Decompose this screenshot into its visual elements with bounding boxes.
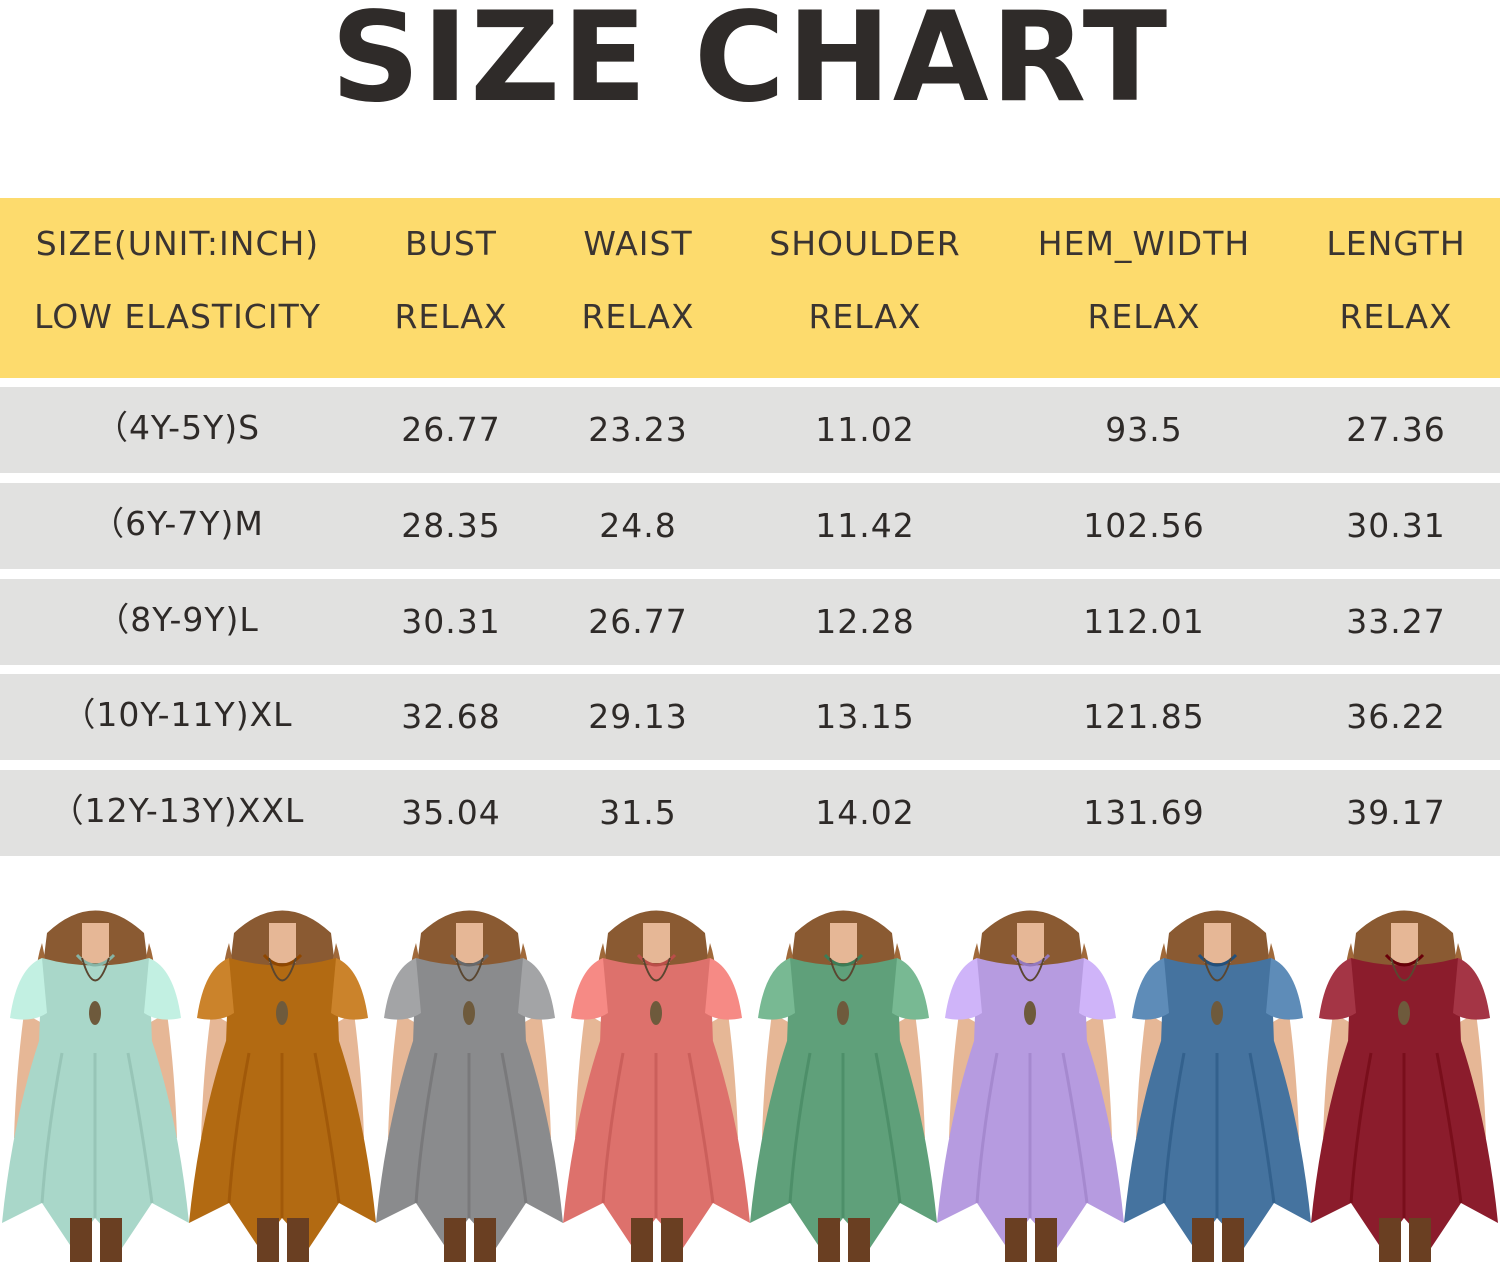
header-shoulder-label: SHOULDER bbox=[769, 224, 961, 263]
length-cell: 33.27 bbox=[1346, 602, 1446, 641]
size-cell: （4Y-5Y)S bbox=[94, 408, 261, 447]
header-hem-width-label: HEM_WIDTH bbox=[1037, 224, 1251, 263]
size-cell: （8Y-9Y)L bbox=[96, 600, 259, 639]
size-cell: （6Y-7Y)M bbox=[91, 504, 264, 543]
dress-image bbox=[2, 903, 189, 1262]
waist-cell: 26.77 bbox=[588, 602, 688, 641]
length-cell: 39.17 bbox=[1346, 793, 1446, 832]
header-waist-label: WAIST bbox=[583, 224, 693, 263]
waist-cell: 24.8 bbox=[599, 506, 677, 545]
header-hem-width-relax: RELAX bbox=[1087, 297, 1201, 336]
shoulder-cell: 11.02 bbox=[815, 410, 915, 449]
header-bust-label: BUST bbox=[405, 224, 497, 263]
waist-cell: 31.5 bbox=[599, 793, 677, 832]
dress-image bbox=[750, 903, 937, 1262]
header-length-label: LENGTH bbox=[1326, 224, 1466, 263]
header-waist-relax: RELAX bbox=[581, 297, 695, 336]
dress-image bbox=[937, 903, 1124, 1262]
waist-cell: 23.23 bbox=[588, 410, 688, 449]
header-elasticity-label: LOW ELASTICITY bbox=[34, 297, 321, 336]
shoulder-cell: 12.28 bbox=[815, 602, 915, 641]
dress-color-gallery bbox=[0, 903, 1500, 1262]
bust-cell: 32.68 bbox=[401, 697, 501, 736]
hem-width-cell: 102.56 bbox=[1083, 506, 1205, 545]
header-shoulder-relax: RELAX bbox=[808, 297, 922, 336]
table-row: （10Y-11Y)XL 32.68 29.13 13.15 121.85 36.… bbox=[0, 674, 1500, 760]
length-cell: 30.31 bbox=[1346, 506, 1446, 545]
table-row: （4Y-5Y)S 26.77 23.23 11.02 93.5 27.36 bbox=[0, 387, 1500, 473]
table-header: SIZE(UNIT:INCH) LOW ELASTICITY BUST RELA… bbox=[0, 198, 1500, 378]
hem-width-cell: 93.5 bbox=[1105, 410, 1183, 449]
bust-cell: 28.35 bbox=[401, 506, 501, 545]
hem-width-cell: 112.01 bbox=[1083, 602, 1205, 641]
dress-image bbox=[189, 903, 376, 1262]
waist-cell: 29.13 bbox=[588, 697, 688, 736]
header-length-relax: RELAX bbox=[1339, 297, 1453, 336]
dress-image bbox=[1311, 903, 1498, 1262]
page-title: SIZE CHART bbox=[330, 0, 1170, 130]
table-row: （8Y-9Y)L 30.31 26.77 12.28 112.01 33.27 bbox=[0, 579, 1500, 665]
dress-image bbox=[376, 903, 563, 1262]
header-bust-relax: RELAX bbox=[394, 297, 508, 336]
shoulder-cell: 14.02 bbox=[815, 793, 915, 832]
shoulder-cell: 13.15 bbox=[815, 697, 915, 736]
size-cell: （10Y-11Y)XL bbox=[62, 695, 293, 734]
size-cell: （12Y-13Y)XXL bbox=[50, 791, 305, 830]
shoulder-cell: 11.42 bbox=[815, 506, 915, 545]
table-row: （12Y-13Y)XXL 35.04 31.5 14.02 131.69 39.… bbox=[0, 770, 1500, 856]
hem-width-cell: 131.69 bbox=[1083, 793, 1205, 832]
length-cell: 27.36 bbox=[1346, 410, 1446, 449]
bust-cell: 30.31 bbox=[401, 602, 501, 641]
header-size-label: SIZE(UNIT:INCH) bbox=[35, 224, 320, 263]
dress-image bbox=[563, 903, 750, 1262]
length-cell: 36.22 bbox=[1346, 697, 1446, 736]
bust-cell: 35.04 bbox=[401, 793, 501, 832]
dress-image bbox=[1124, 903, 1311, 1262]
table-row: （6Y-7Y)M 28.35 24.8 11.42 102.56 30.31 bbox=[0, 483, 1500, 569]
hem-width-cell: 121.85 bbox=[1083, 697, 1205, 736]
bust-cell: 26.77 bbox=[401, 410, 501, 449]
